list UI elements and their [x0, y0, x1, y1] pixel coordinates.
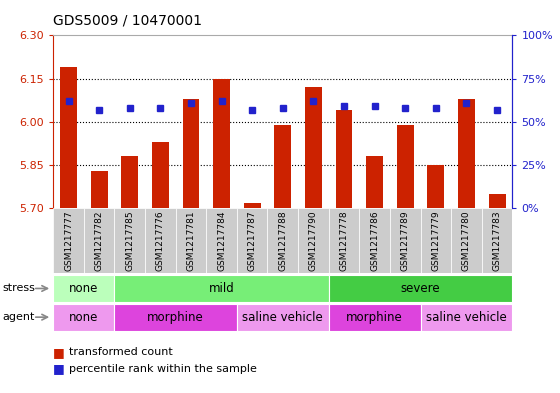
Bar [114, 208, 145, 273]
Bar [329, 275, 512, 302]
Bar [213, 79, 230, 208]
Bar [458, 99, 475, 208]
Text: GSM1217781: GSM1217781 [186, 210, 195, 271]
Bar [397, 125, 414, 208]
Text: morphine: morphine [147, 310, 204, 324]
Bar [451, 208, 482, 273]
Bar [335, 110, 352, 208]
Bar [427, 165, 444, 208]
Bar [421, 208, 451, 273]
Bar [114, 304, 237, 331]
Bar [244, 202, 260, 208]
Text: saline vehicle: saline vehicle [242, 310, 323, 324]
Bar [360, 208, 390, 273]
Text: saline vehicle: saline vehicle [426, 310, 507, 324]
Bar [176, 208, 206, 273]
Text: none: none [69, 282, 99, 295]
Text: GSM1217789: GSM1217789 [401, 210, 410, 271]
Bar [305, 87, 322, 208]
Text: GSM1217778: GSM1217778 [339, 210, 348, 271]
Bar [274, 125, 291, 208]
Bar [122, 156, 138, 208]
Text: GSM1217783: GSM1217783 [493, 210, 502, 271]
Text: GSM1217788: GSM1217788 [278, 210, 287, 271]
Text: ■: ■ [53, 345, 65, 359]
Text: GSM1217786: GSM1217786 [370, 210, 379, 271]
Bar [329, 208, 360, 273]
Text: GSM1217782: GSM1217782 [95, 210, 104, 271]
Text: GSM1217776: GSM1217776 [156, 210, 165, 271]
Bar [329, 304, 421, 331]
Text: GSM1217780: GSM1217780 [462, 210, 471, 271]
Text: none: none [69, 310, 99, 324]
Text: stress: stress [3, 283, 36, 294]
Bar [114, 275, 329, 302]
Bar [53, 208, 84, 273]
Bar [53, 304, 114, 331]
Bar [53, 275, 114, 302]
Text: transformed count: transformed count [69, 347, 172, 357]
Bar [421, 304, 512, 331]
Text: GSM1217777: GSM1217777 [64, 210, 73, 271]
Bar [183, 99, 199, 208]
Text: severe: severe [401, 282, 440, 295]
Bar [489, 194, 506, 208]
Bar [145, 208, 176, 273]
Text: ■: ■ [53, 362, 65, 376]
Text: GSM1217787: GSM1217787 [248, 210, 256, 271]
Bar [84, 208, 114, 273]
Text: morphine: morphine [346, 310, 403, 324]
Text: mild: mild [209, 282, 235, 295]
Bar [237, 304, 329, 331]
Bar [390, 208, 421, 273]
Text: GSM1217785: GSM1217785 [125, 210, 134, 271]
Text: GSM1217784: GSM1217784 [217, 210, 226, 271]
Text: percentile rank within the sample: percentile rank within the sample [69, 364, 256, 374]
Bar [366, 156, 383, 208]
Bar [298, 208, 329, 273]
Bar [206, 208, 237, 273]
Bar [152, 142, 169, 208]
Bar [60, 67, 77, 208]
Text: GSM1217779: GSM1217779 [431, 210, 440, 271]
Bar [268, 208, 298, 273]
Bar [91, 171, 108, 208]
Text: GDS5009 / 10470001: GDS5009 / 10470001 [53, 13, 202, 28]
Bar [482, 208, 512, 273]
Bar [237, 208, 268, 273]
Text: GSM1217790: GSM1217790 [309, 210, 318, 271]
Text: agent: agent [3, 312, 35, 322]
